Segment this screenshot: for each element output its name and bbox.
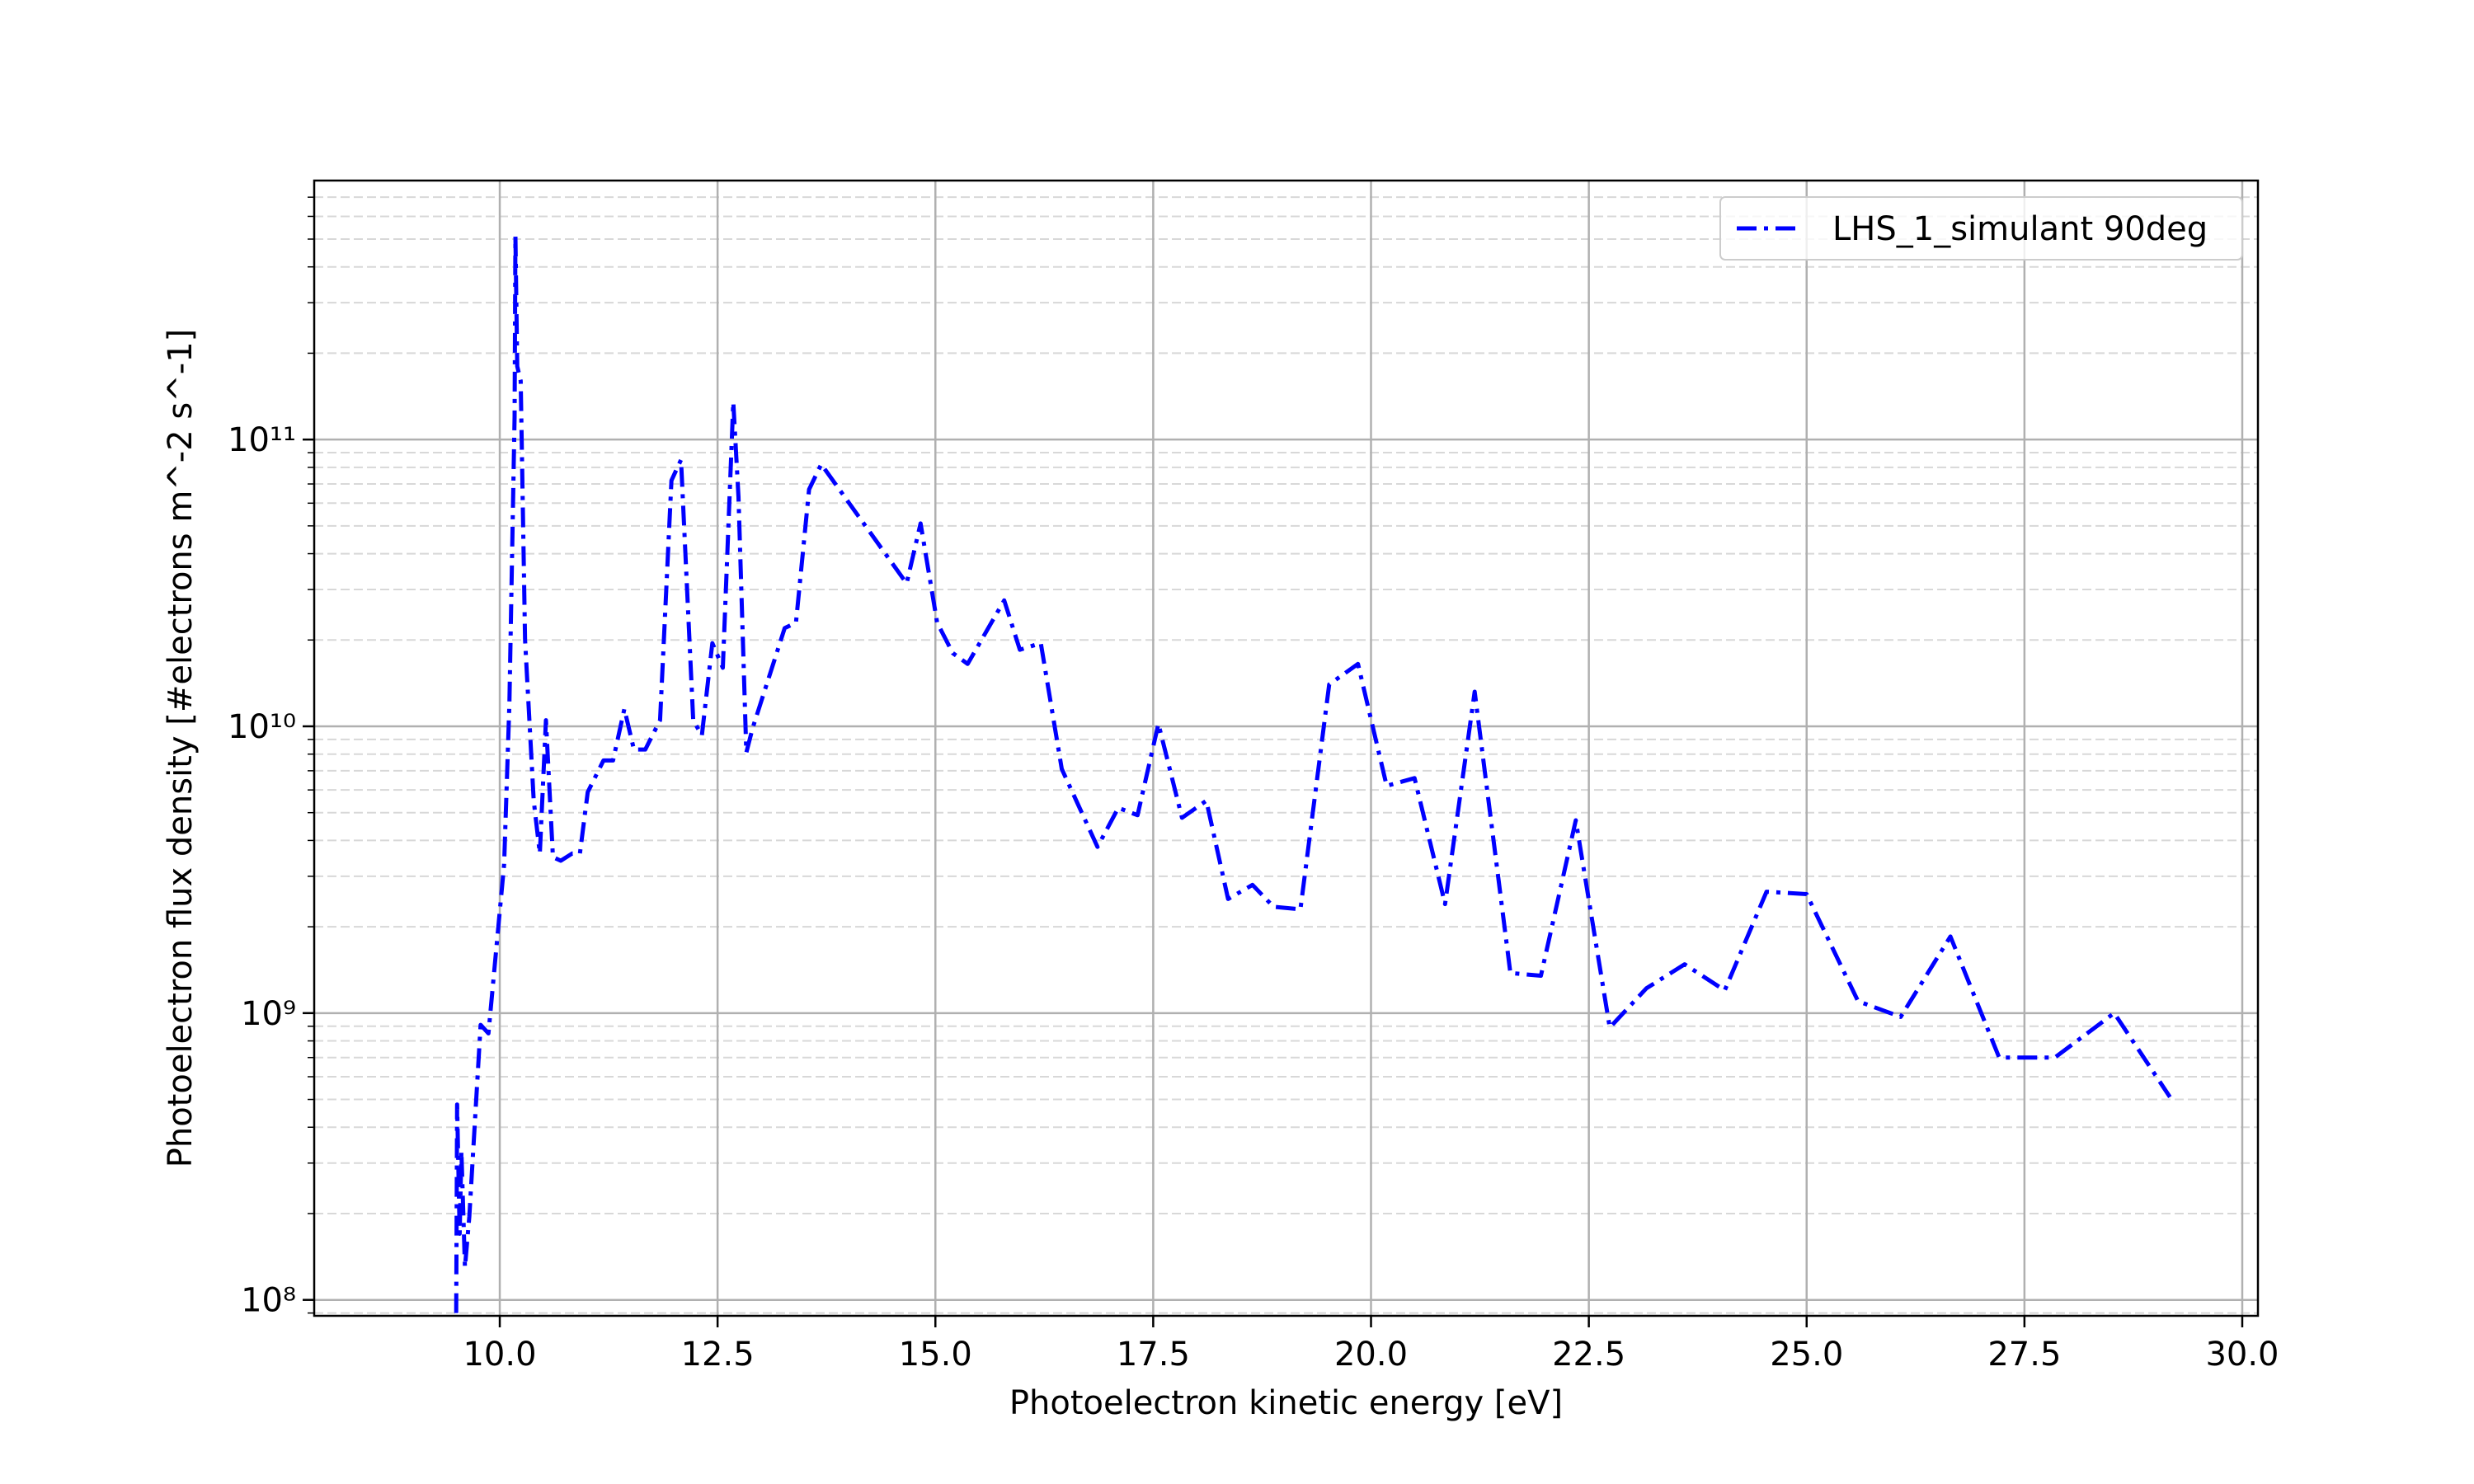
legend-label: LHS_1_simulant 90deg xyxy=(1832,210,2208,248)
data-line xyxy=(454,234,2172,1313)
y-tick-label: 10¹¹ xyxy=(228,421,296,459)
ticks: 10⁸ 10⁹ 10¹⁰ 10¹¹ 10.0 12.5 15.0 17.5 20.0 22.5 25… xyxy=(228,196,2279,1374)
x-axis-label: Photoelectron kinetic energy [eV] xyxy=(1009,1384,1563,1422)
x-tick-label: 17.5 xyxy=(1117,1336,1190,1374)
x-tick-label: 20.0 xyxy=(1334,1336,1408,1374)
axes-frame xyxy=(313,179,2260,1317)
grid xyxy=(314,181,2258,1316)
legend: LHS_1_simulant 90deg xyxy=(1719,196,2243,261)
x-tick-label: 22.5 xyxy=(1552,1336,1625,1374)
plot-area xyxy=(454,234,2172,1313)
y-tick-label: 10¹⁰ xyxy=(228,708,296,746)
y-tick-label: 10⁹ xyxy=(241,995,296,1033)
y-axis-label: Photoelectron flux density [#electrons m… xyxy=(162,329,200,1168)
x-tick-label: 27.5 xyxy=(1987,1336,2061,1374)
legend-box xyxy=(1719,196,2243,261)
x-tick-label: 10.0 xyxy=(463,1336,536,1374)
x-tick-label: 25.0 xyxy=(1770,1336,1843,1374)
x-tick-label: 15.0 xyxy=(899,1336,972,1374)
x-tick-label: 30.0 xyxy=(2205,1336,2279,1374)
y-tick-label: 10⁸ xyxy=(241,1282,296,1320)
x-tick-label: 12.5 xyxy=(681,1336,755,1374)
